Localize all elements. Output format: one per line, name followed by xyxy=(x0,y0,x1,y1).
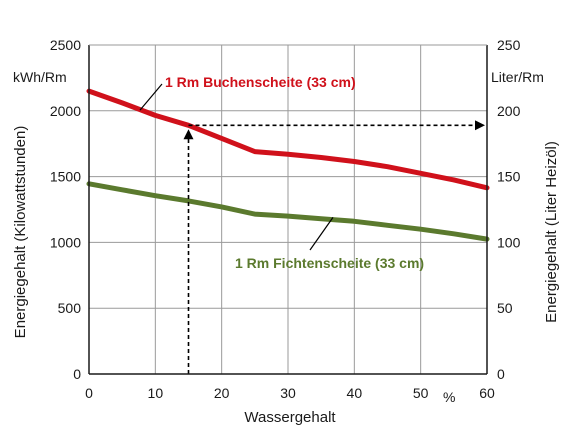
y-tick-left: 2000 xyxy=(50,103,81,119)
x-tick: 60 xyxy=(479,385,495,401)
y-unit-right: Liter/Rm xyxy=(491,69,544,85)
x-tick: 20 xyxy=(214,385,230,401)
y-tick-right: 150 xyxy=(497,169,521,185)
y-tick-left: 500 xyxy=(58,300,82,316)
y-tick-left: 1000 xyxy=(50,234,81,250)
y-tick-left: 0 xyxy=(73,366,81,382)
y-tick-right: 100 xyxy=(497,234,521,250)
x-unit-percent: % xyxy=(443,389,455,405)
x-axis-title: Wassergehalt xyxy=(244,409,336,426)
x-tick: 0 xyxy=(85,385,93,401)
y-tick-left: 1500 xyxy=(50,169,81,185)
annotation-arrows xyxy=(183,120,485,374)
x-tick: 10 xyxy=(148,385,164,401)
series-lines xyxy=(86,88,490,242)
y-axis-title-left: Energiegehalt (Kilowattstunden) xyxy=(12,126,29,339)
series-leader-beech xyxy=(139,83,163,111)
y-tick-right: 50 xyxy=(497,300,513,316)
x-tick: 50 xyxy=(413,385,429,401)
series-label-beech: 1 Rm Buchenscheite (33 cm) xyxy=(165,74,356,90)
x-tick: 40 xyxy=(347,385,363,401)
y-tick-left: 2500 xyxy=(50,37,81,53)
series-line-spruce xyxy=(86,181,490,242)
y-tick-right: 0 xyxy=(497,366,505,382)
y-tick-right: 200 xyxy=(497,103,521,119)
grid-lines xyxy=(89,44,487,374)
y-axis-title-right: Energiegehalt (Liter Heizöl) xyxy=(543,141,560,323)
series-line-beech xyxy=(86,88,490,191)
series-leader-spruce xyxy=(309,217,334,251)
x-tick: 30 xyxy=(280,385,296,401)
series-label-spruce: 1 Rm Fichtenscheite (33 cm) xyxy=(235,255,424,271)
y-tick-right: 250 xyxy=(497,37,521,53)
y-unit-left: kWh/Rm xyxy=(13,69,67,85)
